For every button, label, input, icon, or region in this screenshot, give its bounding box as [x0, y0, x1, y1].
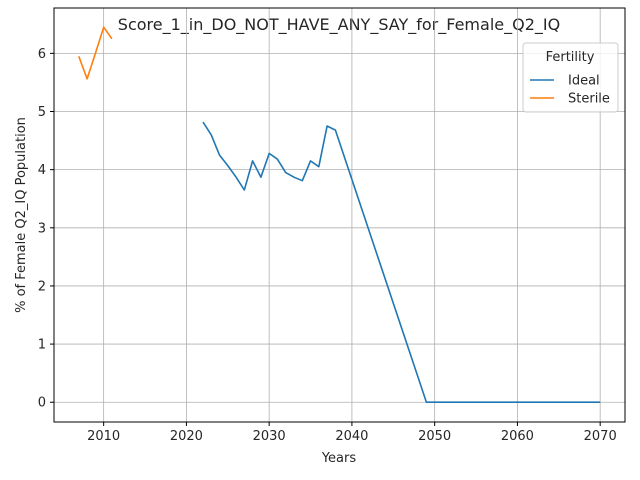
series-line-sterile [78, 26, 113, 80]
y-tick-label: 1 [38, 338, 46, 353]
plot-frame [53, 7, 626, 423]
y-tick-label: 6 [38, 47, 46, 62]
x-tick-label: 2030 [253, 429, 286, 444]
y-tick-label: 0 [38, 396, 46, 411]
axis-ticks: 2010 2020 2030 2040 2050 2060 2070 0 1 2 3 4 5 6 [38, 47, 617, 444]
y-axis-label: % of Female Q2_IQ Population [14, 117, 29, 313]
x-tick-label: 2020 [170, 429, 203, 444]
y-tick-label: 5 [38, 105, 46, 120]
x-tick-label: 2060 [501, 429, 534, 444]
series-lines [78, 26, 601, 404]
y-tick-label: 4 [38, 163, 46, 178]
legend-title: Fertility [546, 50, 595, 65]
x-tick-label: 2010 [87, 429, 120, 444]
x-axis-label: Years [321, 451, 357, 466]
legend-label-ideal: Ideal [568, 74, 600, 89]
chart-title: Score_1_in_DO_NOT_HAVE_ANY_SAY_for_Femal… [118, 15, 560, 35]
x-tick-label: 2040 [335, 429, 368, 444]
legend-box [522, 42, 619, 113]
y-tick-label: 2 [38, 279, 46, 294]
x-tick-label: 2070 [584, 429, 617, 444]
y-tick-label: 3 [38, 221, 46, 236]
series-line-ideal [202, 121, 601, 404]
legend-label-sterile: Sterile [568, 92, 610, 107]
grid-lines [54, 8, 625, 422]
legend: Fertility Ideal Sterile [522, 42, 619, 113]
x-tick-label: 2050 [418, 429, 451, 444]
